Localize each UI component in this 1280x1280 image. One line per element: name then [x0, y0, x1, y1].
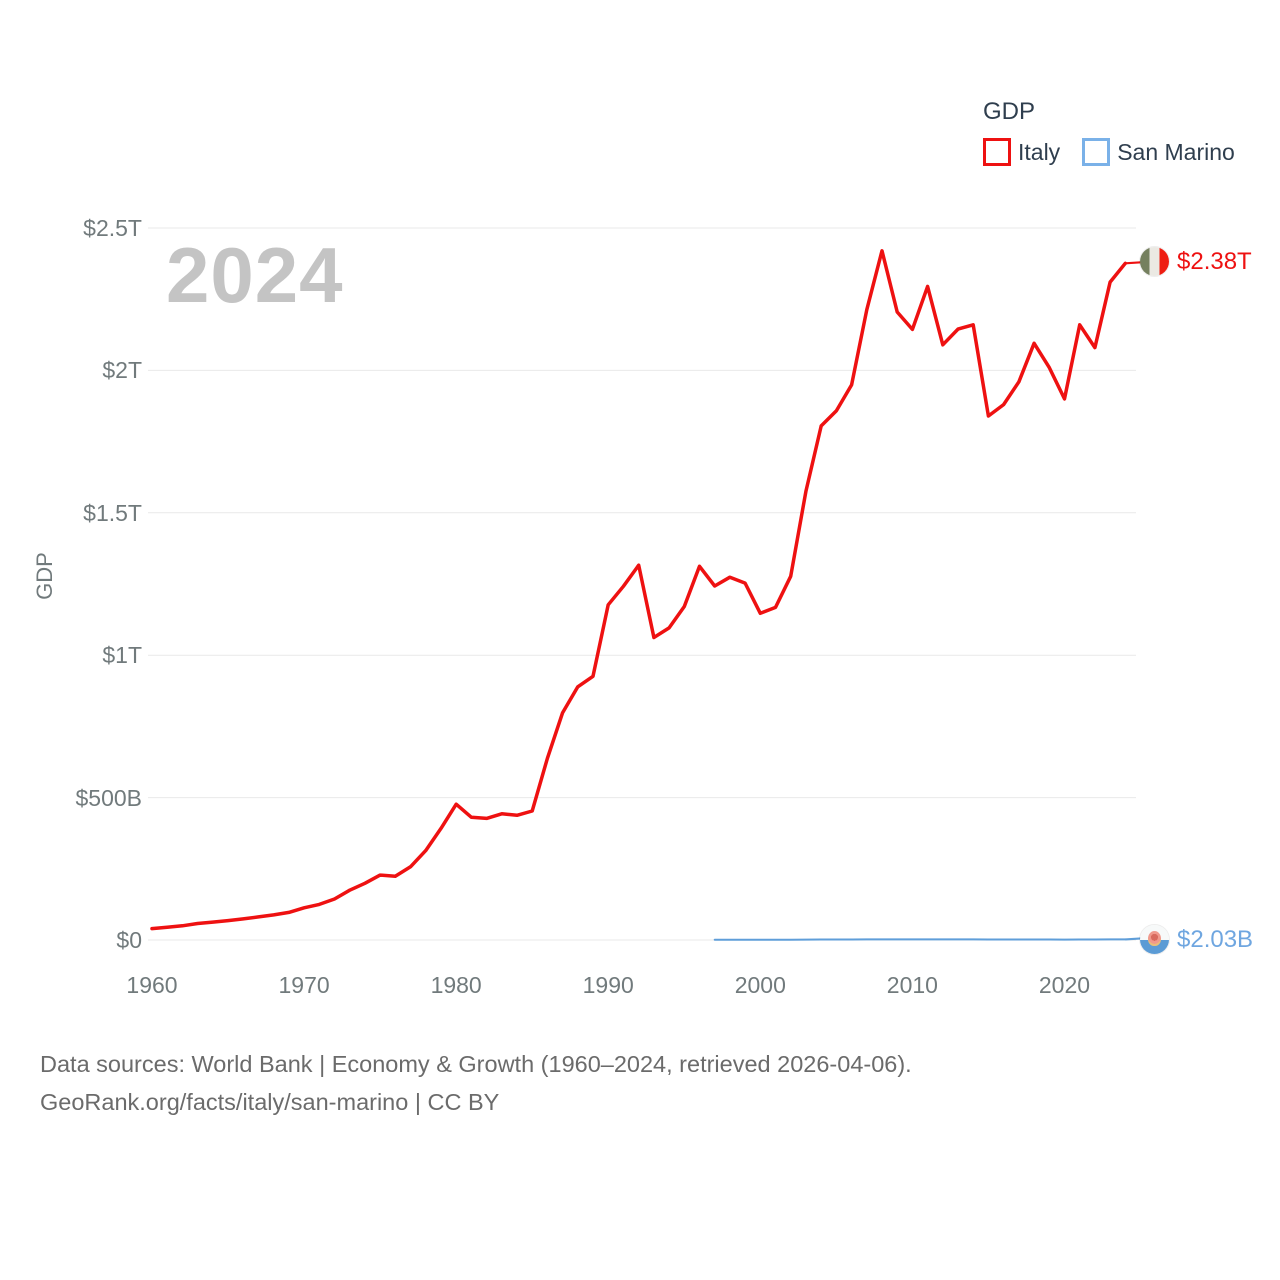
san-marino-crest-icon [1148, 931, 1161, 946]
y-tick-label: $1.5T [83, 499, 142, 526]
san-marino-flag-icon [1140, 925, 1169, 954]
legend-items: Italy San Marino [983, 138, 1235, 166]
y-tick-label: $1T [102, 642, 142, 669]
legend-item-italy[interactable]: Italy [983, 138, 1060, 166]
x-tick-label: 1960 [126, 972, 178, 998]
x-tick-label: 2020 [1038, 972, 1091, 998]
legend: GDP Italy San Marino [983, 98, 1235, 166]
leader-line [1125, 261, 1142, 265]
legend-title: GDP [983, 98, 1036, 125]
x-tick-label: 1990 [582, 972, 634, 998]
footer: Data sources: World Bank | Economy & Gro… [40, 1045, 912, 1121]
san-marino-series-swatch[interactable] [1082, 138, 1111, 166]
legend-label-san-marino: San Marino [1117, 138, 1235, 165]
leader-line [1125, 937, 1142, 941]
y-axis-title: GDP [32, 552, 57, 600]
italy-gdp-line [150, 249, 1128, 931]
watermark-year: 2024 [166, 231, 344, 319]
legend-label-italy: Italy [1018, 138, 1061, 165]
italy-series-swatch[interactable] [983, 138, 1011, 166]
italy-end-value: $2.38T [1177, 247, 1252, 275]
italy-flag-icon [1140, 247, 1169, 276]
legend-item-san-marino[interactable]: San Marino [1082, 138, 1235, 166]
y-tick-label: $0 [116, 927, 142, 953]
y-tick-label: $2.5T [83, 215, 142, 241]
footer-attribution-line: GeoRank.org/facts/italy/san-marino | CC … [40, 1089, 500, 1115]
y-tick-label: $2T [102, 357, 142, 384]
italy-end-label: $2.38T [1140, 247, 1252, 276]
san-marino-end-label: $2.03B [1140, 925, 1253, 954]
y-tick-label: $500B [75, 784, 142, 811]
san-marino-end-value: $2.03B [1177, 925, 1254, 953]
footer-sources-line: Data sources: World Bank | Economy & Gro… [40, 1051, 912, 1077]
x-tick-label: 1980 [430, 972, 482, 998]
x-tick-label: 2000 [734, 972, 786, 998]
x-tick-label: 2010 [886, 972, 938, 998]
x-tick-label: 1970 [278, 972, 330, 998]
